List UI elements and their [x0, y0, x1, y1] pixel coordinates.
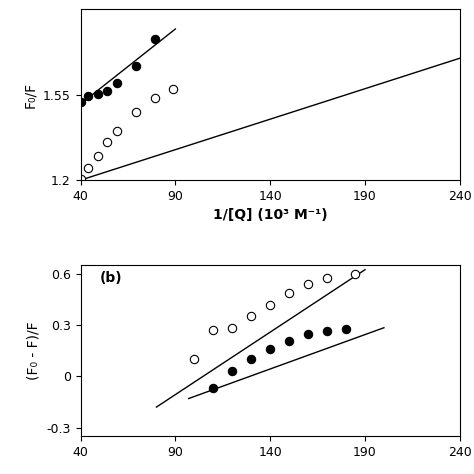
Y-axis label: (F₀ - F)/F: (F₀ - F)/F: [27, 321, 41, 380]
Y-axis label: F₀/F: F₀/F: [23, 82, 37, 108]
Text: (b): (b): [100, 271, 122, 284]
X-axis label: 1/[Q] (10³ M⁻¹): 1/[Q] (10³ M⁻¹): [213, 209, 328, 222]
